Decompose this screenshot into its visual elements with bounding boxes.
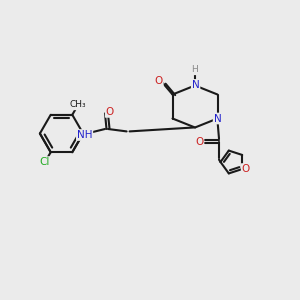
Text: O: O <box>242 164 250 174</box>
Text: NH: NH <box>77 130 92 140</box>
Text: CH₃: CH₃ <box>70 100 86 109</box>
Text: H: H <box>192 65 198 74</box>
Text: N: N <box>192 80 200 90</box>
Text: O: O <box>154 76 163 86</box>
Text: O: O <box>106 107 114 117</box>
Text: Cl: Cl <box>40 157 50 167</box>
Text: N: N <box>214 113 221 124</box>
Text: O: O <box>195 136 203 147</box>
